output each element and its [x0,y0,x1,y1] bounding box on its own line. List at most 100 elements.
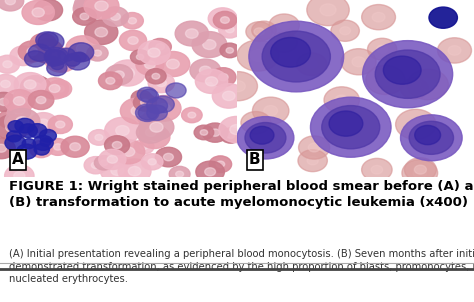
Circle shape [80,13,89,20]
Circle shape [41,47,53,56]
Circle shape [0,115,29,140]
Circle shape [28,124,47,138]
Circle shape [15,108,24,115]
Circle shape [100,158,135,183]
Circle shape [324,87,359,113]
Circle shape [38,40,48,47]
Circle shape [169,166,190,182]
Circle shape [146,69,166,84]
Circle shape [32,8,45,17]
Circle shape [105,117,140,144]
Circle shape [331,20,359,41]
Circle shape [131,90,152,106]
Circle shape [55,121,65,128]
Circle shape [250,118,262,127]
Circle shape [14,72,46,96]
Circle shape [106,77,115,84]
Circle shape [148,48,160,57]
Circle shape [134,94,156,111]
Circle shape [362,5,395,30]
Text: FIGURE 1: Wright stained peripheral blood smear before (A) and after
(B) transfo: FIGURE 1: Wright stained peripheral bloo… [9,180,474,209]
Circle shape [396,109,436,140]
Circle shape [47,50,67,65]
Circle shape [5,165,34,187]
Circle shape [241,111,271,134]
Circle shape [208,8,237,29]
Circle shape [209,156,232,172]
Circle shape [84,156,107,174]
Circle shape [48,115,73,133]
Circle shape [220,17,229,23]
Circle shape [110,13,120,20]
Circle shape [17,144,36,159]
Circle shape [43,6,54,14]
Circle shape [28,44,51,61]
Circle shape [407,69,448,100]
Circle shape [102,7,128,26]
Circle shape [64,54,81,66]
Circle shape [73,8,96,25]
Circle shape [203,40,216,50]
Circle shape [30,34,56,53]
Circle shape [24,80,36,89]
Circle shape [18,52,28,59]
Circle shape [139,126,170,149]
Circle shape [264,105,278,116]
Circle shape [219,74,228,81]
Circle shape [105,136,129,154]
Circle shape [107,156,118,163]
Circle shape [137,95,146,101]
Circle shape [362,158,392,181]
Circle shape [145,61,155,69]
Circle shape [15,118,35,133]
Circle shape [95,27,108,37]
Circle shape [210,129,220,136]
Circle shape [140,89,158,103]
Circle shape [36,96,46,104]
Circle shape [5,108,40,135]
Circle shape [68,43,94,62]
Circle shape [249,21,344,92]
Circle shape [14,120,22,126]
Circle shape [377,45,388,53]
Circle shape [216,161,225,167]
Circle shape [372,12,385,22]
Circle shape [415,125,440,145]
Circle shape [16,117,29,127]
Circle shape [414,165,427,174]
Circle shape [190,59,220,82]
Circle shape [136,54,164,75]
Circle shape [55,85,64,92]
Circle shape [156,79,166,87]
Circle shape [14,111,21,116]
Circle shape [230,81,246,92]
Circle shape [195,69,228,93]
Circle shape [308,143,320,152]
Circle shape [66,36,100,61]
Circle shape [93,50,101,56]
Circle shape [46,56,60,66]
Circle shape [122,147,135,156]
Circle shape [226,48,234,53]
Circle shape [245,123,286,153]
Circle shape [246,22,273,41]
Circle shape [20,76,51,98]
Circle shape [106,65,133,85]
Circle shape [217,14,228,23]
Circle shape [119,30,146,50]
Circle shape [13,97,25,105]
Circle shape [83,4,95,13]
Circle shape [200,130,208,135]
Circle shape [252,21,276,40]
Circle shape [136,104,159,121]
Circle shape [84,0,119,19]
Circle shape [128,166,141,176]
Circle shape [429,7,457,28]
Circle shape [27,47,38,55]
Circle shape [84,20,118,44]
Circle shape [188,112,196,118]
Circle shape [164,153,173,161]
Circle shape [205,168,216,176]
Circle shape [131,106,144,116]
Circle shape [45,48,77,72]
